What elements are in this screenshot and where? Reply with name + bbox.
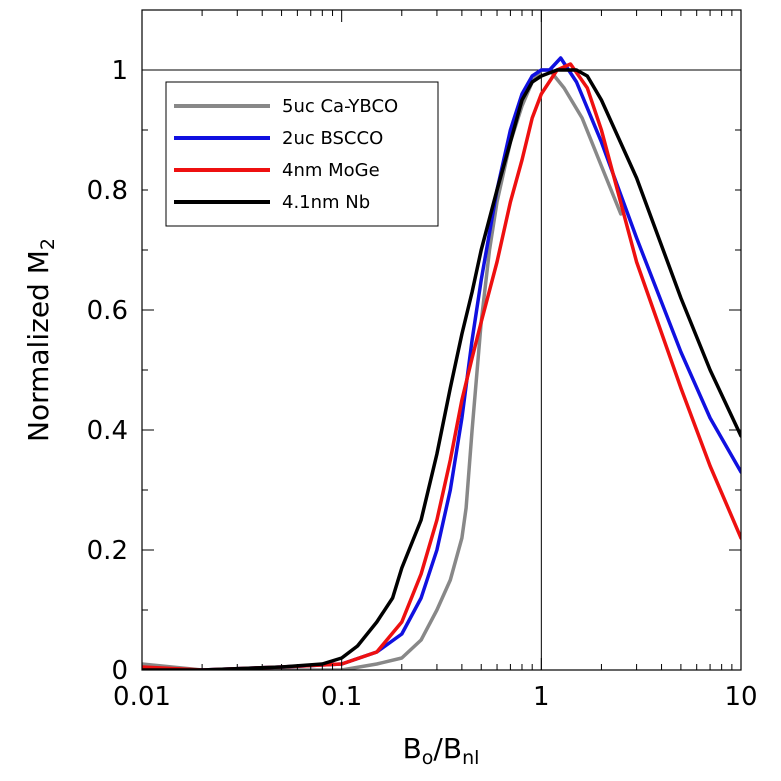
y-tick-label: 1 xyxy=(111,56,128,86)
y-tick-label: 0 xyxy=(111,656,128,686)
series-layer xyxy=(142,56,741,670)
x-tick-label: 0.01 xyxy=(113,682,171,712)
y-tick-label: 0.4 xyxy=(87,416,128,446)
legend: 5uc Ca-YBCO 2uc BSCCO 4nm MoGe 4.1nm Nb xyxy=(165,81,439,227)
series-line-3 xyxy=(142,62,741,670)
legend-label: 4nm MoGe xyxy=(282,160,380,181)
x-tick-label: 0.1 xyxy=(321,682,362,712)
tick-labels: 0.01 0.1 1 10 0 0.2 0.4 0.6 0.8 1 xyxy=(87,56,758,712)
y-tick-label: 0.6 xyxy=(87,296,128,326)
series-line-4 xyxy=(142,68,741,670)
y-tick-label: 0.8 xyxy=(87,176,128,206)
legend-label: 5uc Ca-YBCO xyxy=(282,96,398,117)
legend-label: 4.1nm Nb xyxy=(282,192,370,213)
legend-label: 2uc BSCCO xyxy=(282,128,383,149)
x-tick-label: 10 xyxy=(724,682,757,712)
x-axis-title: Bo/Bnl xyxy=(403,732,480,769)
y-axis-title: Normalized M2 xyxy=(22,238,59,442)
y-tick-label: 0.2 xyxy=(87,536,128,566)
x-tick-label: 1 xyxy=(533,682,550,712)
plot-frame xyxy=(141,9,742,671)
reference-lines xyxy=(142,10,741,670)
